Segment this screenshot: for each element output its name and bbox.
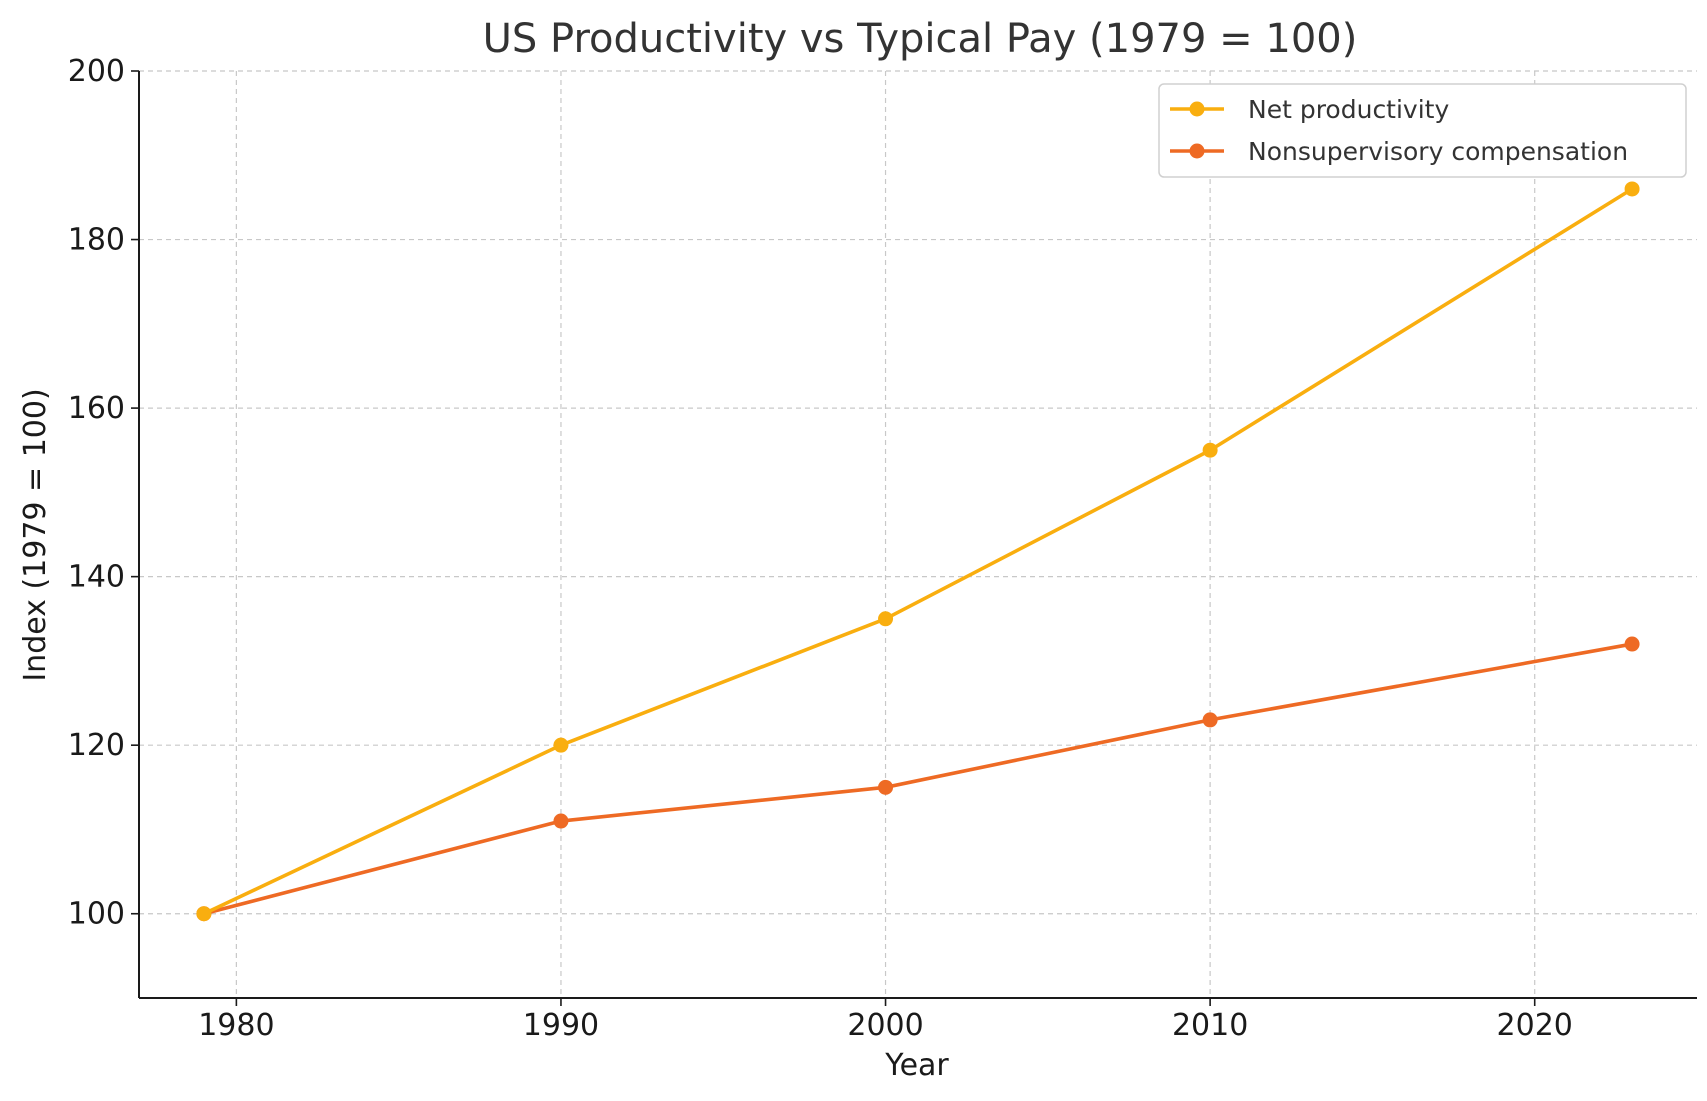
data-point	[1202, 442, 1218, 458]
x-axis-label: Year	[884, 1048, 949, 1083]
series-1	[196, 181, 1640, 922]
series-line	[203, 642, 1633, 916]
legend-label: Net productivity	[1248, 95, 1449, 124]
data-point	[1624, 636, 1640, 652]
legend-marker	[1189, 143, 1205, 159]
series-2	[196, 636, 1640, 922]
x-tick-label: 2020	[1497, 1008, 1573, 1043]
x-tick-label: 1980	[198, 1008, 274, 1043]
ticks: 1980 1990 2000 2010 2020 100 120 140 160 180 200	[68, 54, 1573, 1043]
legend-box	[1158, 83, 1687, 178]
legend-item: Net productivity	[1170, 95, 1449, 124]
y-tick-label: 140	[68, 560, 125, 595]
x-tick-label: 2000	[847, 1008, 923, 1043]
legend-label: Nonsupervisory compensation	[1248, 137, 1628, 166]
data-point	[553, 737, 569, 753]
data-point	[1624, 181, 1640, 197]
y-tick-label: 160	[68, 391, 125, 426]
chart-title: US Productivity vs Typical Pay (1979 = 1…	[483, 16, 1358, 62]
data-point	[878, 779, 894, 795]
y-tick-label: 200	[68, 54, 125, 89]
legend: Net productivity Nonsupervisory compensat…	[1158, 83, 1687, 178]
series-line	[203, 187, 1634, 916]
x-tick-label: 2010	[1172, 1008, 1248, 1043]
data-point	[196, 906, 212, 922]
axes	[138, 71, 1697, 999]
y-tick-label: 180	[68, 223, 125, 258]
legend-marker	[1189, 101, 1205, 117]
data-point	[878, 611, 894, 627]
y-axis-label: Index (1979 = 100)	[18, 388, 53, 681]
y-tick-label: 100	[68, 897, 125, 932]
legend-item: Nonsupervisory compensation	[1170, 137, 1628, 166]
grid	[139, 70, 1697, 998]
data-point	[1202, 712, 1218, 728]
series-layer	[196, 181, 1640, 922]
y-tick-label: 120	[68, 728, 125, 763]
data-point	[553, 813, 569, 829]
x-tick-label: 1990	[523, 1008, 599, 1043]
